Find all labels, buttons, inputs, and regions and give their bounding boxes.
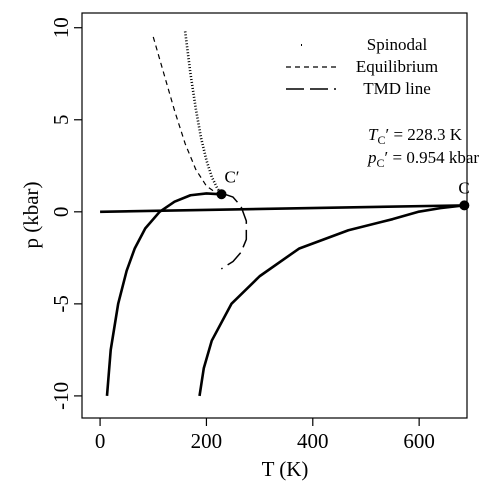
series-line [100, 204, 465, 214]
series-line [105, 192, 222, 397]
y-tick-label: -5 [49, 295, 73, 313]
x-tick-label: 0 [95, 429, 106, 453]
x-axis-title: T (K) [262, 457, 309, 481]
x-tick-label: 400 [297, 429, 329, 453]
plot-frame [81, 12, 468, 419]
annotation: TC′ = 228.3 K pC′ = 0.954 kbar [367, 125, 479, 170]
symbol: T [368, 125, 379, 144]
series-line [198, 204, 465, 397]
symbol: p [367, 148, 377, 167]
y-tick-label: 0 [49, 207, 73, 218]
y-tick-label: -10 [49, 382, 73, 410]
subscript: C [377, 133, 385, 147]
x-tick-label: 200 [191, 429, 223, 453]
series-line [183, 31, 223, 196]
annotation-tc: TC′ = 228.3 K [368, 125, 463, 147]
y-tick-label: 10 [49, 17, 73, 38]
text: ′ = 0.954 kbar [385, 148, 479, 167]
point-label: C′ [224, 167, 239, 186]
legend-label: Equilibrium [356, 57, 438, 76]
y-axis-title: p (kbar) [19, 181, 43, 248]
x-tick-label: 600 [403, 429, 435, 453]
legend: Spinodal Equilibrium TMD line [286, 35, 438, 98]
point-label: C [458, 178, 469, 197]
subscript: C [377, 156, 385, 170]
legend-label: Spinodal [367, 35, 428, 54]
critical-point [216, 189, 227, 200]
text: ′ = 228.3 K [385, 125, 462, 144]
legend-label: TMD line [363, 79, 431, 98]
series-line [152, 36, 218, 194]
annotation-pc: pC′ = 0.954 kbar [367, 148, 479, 170]
series-line [220, 192, 248, 270]
y-tick-label: 5 [49, 115, 73, 126]
critical-point [459, 200, 470, 211]
